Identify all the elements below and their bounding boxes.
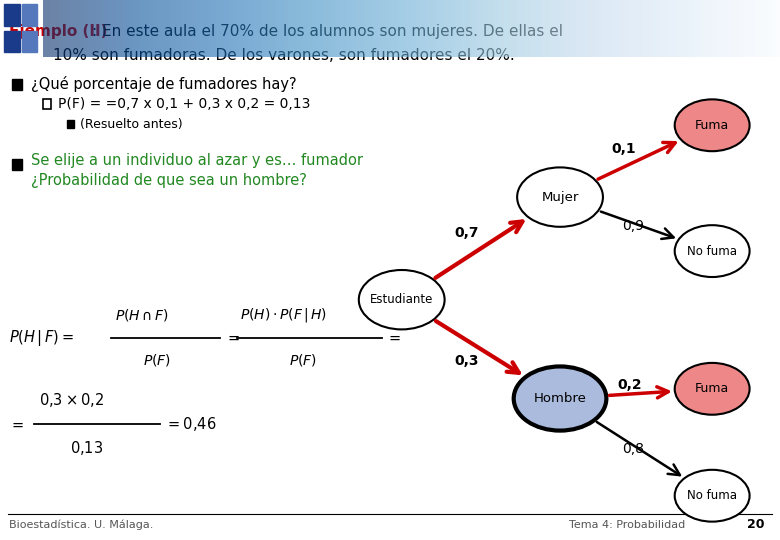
Text: 0,3: 0,3	[454, 354, 479, 368]
Text: Estudiante: Estudiante	[370, 293, 434, 306]
Text: No fuma: No fuma	[687, 245, 737, 258]
Bar	[12, 79, 22, 90]
Text: Fuma: Fuma	[695, 382, 729, 395]
Text: Tema 4: Probabilidad: Tema 4: Probabilidad	[569, 520, 686, 530]
Circle shape	[675, 363, 750, 415]
Bar	[22, 4, 37, 25]
Text: $P(F)$: $P(F)$	[143, 352, 171, 368]
Text: $= 0{,}46$: $= 0{,}46$	[165, 415, 217, 433]
Bar	[12, 159, 22, 170]
Text: 10% son fumadoras. De los varones, son fumadores el 20%.: 10% son fumadoras. De los varones, son f…	[53, 48, 515, 63]
Bar	[22, 31, 37, 52]
Text: : En este aula el 70% de los alumnos son mujeres. De ellas el: : En este aula el 70% de los alumnos son…	[92, 24, 563, 39]
Text: 0,7: 0,7	[454, 226, 479, 240]
Text: $0{,}3\times 0{,}2$: $0{,}3\times 0{,}2$	[39, 390, 104, 409]
Circle shape	[514, 367, 606, 430]
Text: $=$: $=$	[386, 330, 402, 345]
Text: $P(H)\cdot P(F\,|\,H)$: $P(H)\cdot P(F\,|\,H)$	[240, 306, 328, 324]
Text: $P(F)$: $P(F)$	[289, 352, 317, 368]
Text: $0{,}13$: $0{,}13$	[70, 439, 104, 457]
Circle shape	[675, 99, 750, 151]
Text: $=$: $=$	[225, 330, 240, 345]
Text: ¿Probabilidad de que sea un hombre?: ¿Probabilidad de que sea un hombre?	[31, 173, 307, 188]
Bar	[67, 120, 74, 128]
Text: Mujer: Mujer	[541, 191, 579, 204]
Text: 0,8: 0,8	[622, 442, 644, 456]
Circle shape	[359, 270, 445, 329]
Text: Ejemplo (II): Ejemplo (II)	[9, 24, 108, 39]
Text: $=$: $=$	[9, 416, 25, 431]
Text: No fuma: No fuma	[687, 489, 737, 502]
Text: (Resuelto antes): (Resuelto antes)	[80, 118, 183, 131]
Text: Se elije a un individuo al azar y es… fumador: Se elije a un individuo al azar y es… fu…	[31, 153, 363, 168]
Text: 0,2: 0,2	[617, 378, 642, 392]
Text: Hombre: Hombre	[534, 392, 587, 405]
Bar	[4, 4, 20, 25]
Circle shape	[675, 470, 750, 522]
Circle shape	[517, 167, 603, 227]
Text: 0,1: 0,1	[612, 142, 636, 156]
Text: $P(H\cap F)$: $P(H\cap F)$	[115, 307, 169, 323]
Text: Bioestadística. U. Málaga.: Bioestadística. U. Málaga.	[9, 519, 154, 530]
Text: ¿Qué porcentaje de fumadores hay?: ¿Qué porcentaje de fumadores hay?	[31, 76, 297, 92]
Text: $P(H\,|\,F)=$: $P(H\,|\,F)=$	[9, 327, 74, 348]
Text: P(F) = =0,7 x 0,1 + 0,3 x 0,2 = 0,13: P(F) = =0,7 x 0,1 + 0,3 x 0,2 = 0,13	[58, 97, 311, 111]
Text: 20: 20	[747, 518, 764, 531]
Circle shape	[675, 225, 750, 277]
Bar	[4, 31, 20, 52]
Text: 0,9: 0,9	[622, 219, 644, 233]
Text: Fuma: Fuma	[695, 119, 729, 132]
